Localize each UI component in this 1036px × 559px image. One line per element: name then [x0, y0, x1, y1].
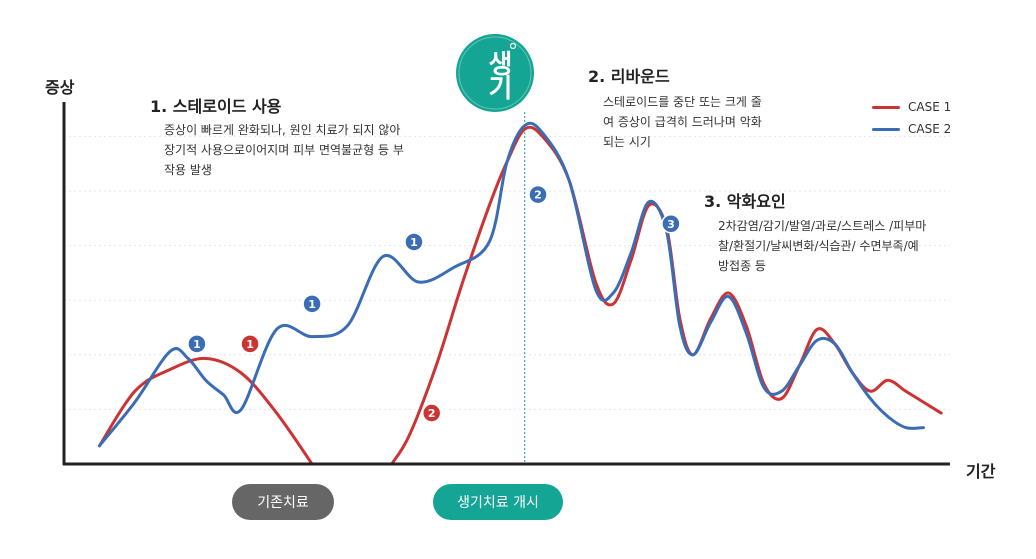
x-axis-label: 기간 — [966, 462, 996, 481]
logo-badge: 생기 — [456, 34, 534, 112]
marker-label: 1 — [308, 298, 316, 311]
marker-label: 1 — [193, 338, 201, 351]
marker-dot — [240, 334, 260, 354]
legend-label-case-2: CASE 2 — [908, 122, 952, 136]
y-axis-label: 증상 — [45, 78, 75, 97]
marker-dot — [528, 184, 548, 205]
annotation-3-body: 2차감염/감기/발열/과로/스트레스 /피부마찰/환절기/날씨변화/식습관/ 수… — [718, 219, 927, 273]
marker-label: 1 — [410, 236, 418, 249]
legend-label-case-1: CASE 1 — [908, 100, 952, 114]
phase-existing-treatment: 기존치료 — [232, 484, 334, 520]
annotation-1-title: 1. 스테로이드 사용 — [150, 97, 282, 116]
series-line-case-2 — [97, 121, 925, 448]
logo-mark — [458, 36, 532, 110]
marker-layer: 1 1 1 1 2 2 3 — [187, 184, 681, 423]
series-layer — [97, 121, 943, 466]
annotation-3-title: 3. 악화요인 — [704, 192, 786, 211]
marker-label: 1 — [246, 338, 254, 351]
phase-saenggi-treatment: 생기치료 개시 — [433, 484, 563, 520]
marker-dot — [187, 334, 207, 354]
logo-text: 생기 — [483, 50, 513, 98]
annotation-1-body: 증상이 빠르게 완화되나, 원인 치료가 되지 않아 장기적 사용으로이어지며 … — [164, 123, 404, 177]
legend-item-case-2: CASE 2 — [872, 122, 951, 136]
series-line-case-1 — [97, 356, 314, 466]
marker-dot — [661, 214, 681, 234]
annotation-2-title: 2. 리바운드 — [588, 67, 670, 86]
marker-dot — [404, 232, 424, 252]
legend-swatch-case-1 — [872, 105, 900, 109]
marker-label: 2 — [534, 189, 542, 202]
marker-dot — [302, 294, 322, 314]
legend-swatch-case-2 — [872, 127, 900, 131]
axes — [62, 102, 950, 466]
marker-label: 3 — [667, 218, 675, 231]
marker-label: 2 — [428, 407, 436, 420]
marker-dot — [421, 403, 442, 423]
legend-item-case-1: CASE 1 — [872, 100, 951, 114]
annotation-2-body: 스테로이드를 중단 또는 크게 줄여 증상이 급격히 드러나며 악화되는 시기 — [603, 95, 762, 149]
series-line-case-1 — [390, 125, 943, 466]
